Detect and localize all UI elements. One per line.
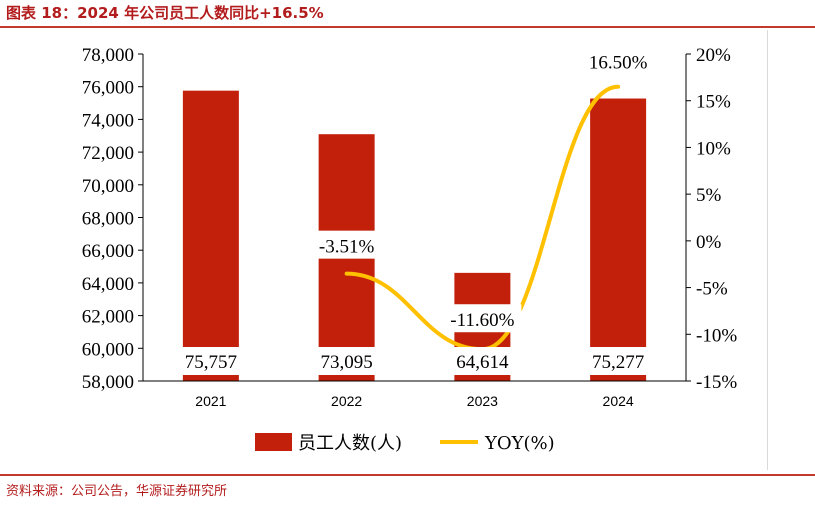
- bar-label-bg-2024: [584, 347, 653, 375]
- bar-value-label: 73,095: [321, 352, 373, 373]
- left-tick-label: 76,000: [82, 78, 134, 99]
- right-tick-label: 15%: [696, 92, 731, 113]
- left-tick-label: 74,000: [82, 110, 134, 131]
- combo-chart: 75,757 73,095 64,614 75,277 -3.51% -11.60% 16.…: [82, 45, 738, 454]
- yoy-value-label: 16.50%: [589, 53, 648, 74]
- bar-value-label: 64,614: [456, 352, 509, 373]
- bar-2021: [182, 90, 239, 382]
- x-category-label: 2021: [195, 393, 226, 409]
- left-tick-label: 72,000: [82, 143, 134, 164]
- line-label-bg-2022: [312, 230, 381, 259]
- legend-bar-label: 员工人数(人): [298, 433, 402, 454]
- left-tick-label: 70,000: [82, 176, 134, 197]
- left-tick-label: 78,000: [82, 45, 134, 66]
- right-tick-label: 10%: [696, 138, 731, 159]
- right-tick-label: -15%: [696, 372, 737, 393]
- source-divider: [0, 474, 815, 476]
- right-tick-label: 20%: [696, 45, 731, 66]
- right-tick-label: -5%: [696, 279, 728, 300]
- x-category-label: 2022: [331, 393, 362, 409]
- right-tick-label: 5%: [696, 185, 722, 206]
- left-tick-label: 68,000: [82, 209, 134, 230]
- bar-label-bg-2022: [312, 347, 381, 375]
- bar-value-label: 75,277: [592, 352, 644, 373]
- yoy-value-label: -11.60%: [450, 310, 514, 331]
- left-tick-label: 62,000: [82, 307, 134, 328]
- legend-line-label: YOY(%): [484, 433, 555, 454]
- source-note: 资料来源：公司公告，华源证券研究所: [6, 484, 228, 499]
- bar-value-label: 75,757: [185, 352, 237, 373]
- yoy-line: [344, 84, 621, 352]
- yoy-value-label: -3.51%: [319, 237, 375, 258]
- x-category-label: 2023: [467, 393, 498, 409]
- bar-label-bg-2021: [176, 347, 245, 375]
- legend-bar-swatch: [255, 433, 292, 451]
- line-label-bg-2023: [443, 304, 522, 333]
- bar-label-bg-2023: [448, 347, 517, 375]
- chart-title: 图表 18：2024 年公司员工人数同比+16.5%: [6, 4, 324, 22]
- left-tick-label: 58,000: [82, 372, 134, 393]
- title-divider: [0, 26, 815, 28]
- left-tick-label: 64,000: [82, 274, 134, 295]
- bar-2024: [590, 98, 647, 381]
- right-tick-label: 0%: [696, 232, 722, 253]
- right-border-line: [767, 30, 768, 470]
- right-tick-label: -10%: [696, 325, 737, 346]
- left-tick-label: 60,000: [82, 339, 134, 360]
- x-category-label: 2024: [603, 393, 634, 409]
- left-tick-label: 66,000: [82, 241, 134, 262]
